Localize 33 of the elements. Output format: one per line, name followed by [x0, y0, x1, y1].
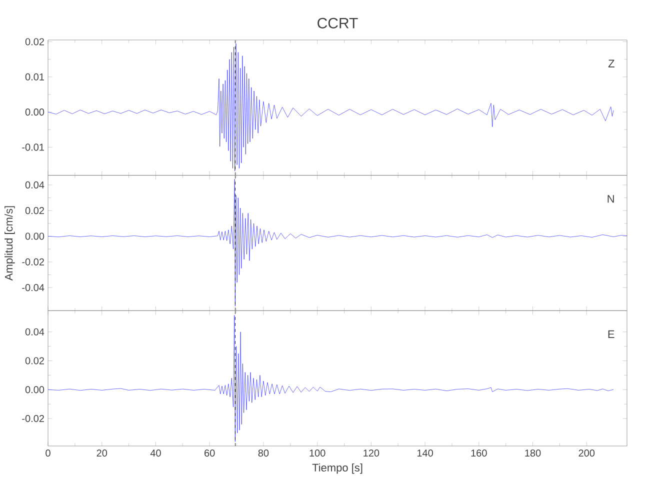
- y-tick-label: 0.02: [25, 357, 44, 364]
- y-tick-label: 0.01: [25, 73, 44, 80]
- x-tick-label: 80: [258, 450, 269, 457]
- y-tick-label: 0.00: [25, 386, 44, 394]
- x-tick-label: 0: [46, 450, 50, 457]
- x-tick-label: 140: [417, 450, 433, 457]
- annotation: Z: [608, 60, 614, 68]
- line-series: [48, 179, 627, 306]
- y-tick-label: 0.00: [25, 232, 44, 240]
- y-tick-label: -0.02: [22, 415, 44, 422]
- x-tick-label: 20: [96, 450, 108, 457]
- y-tick-label: 0.00: [25, 108, 44, 116]
- x-tick-label: 200: [578, 450, 595, 457]
- annotation: N: [608, 195, 614, 203]
- x-tick-label: 180: [525, 450, 541, 457]
- y-tick-label: 0.02: [25, 207, 44, 214]
- x-tick-label: 100: [310, 450, 326, 457]
- y-tick-label: 0.04: [25, 328, 44, 336]
- x-tick-label: 40: [150, 450, 161, 457]
- chart-title: CCRT: [318, 18, 358, 28]
- line-series: [48, 315, 614, 442]
- y-tick-label: -0.04: [22, 284, 44, 292]
- x-tick-label: 160: [471, 450, 487, 457]
- y-tick-label: 0.04: [25, 181, 44, 188]
- x-axis-title: Tiempo [s]: [312, 463, 362, 474]
- line-series: [48, 43, 614, 172]
- x-tick-label: 60: [204, 450, 215, 457]
- y-tick-label: -0.01: [22, 144, 44, 151]
- y-axis-title: Amplitud [cm/s]: [4, 206, 15, 281]
- annotation: E: [608, 330, 614, 338]
- x-tick-label: 120: [364, 450, 380, 457]
- y-tick-label: 0.02: [25, 38, 44, 46]
- y-tick-label: -0.02: [22, 258, 44, 266]
